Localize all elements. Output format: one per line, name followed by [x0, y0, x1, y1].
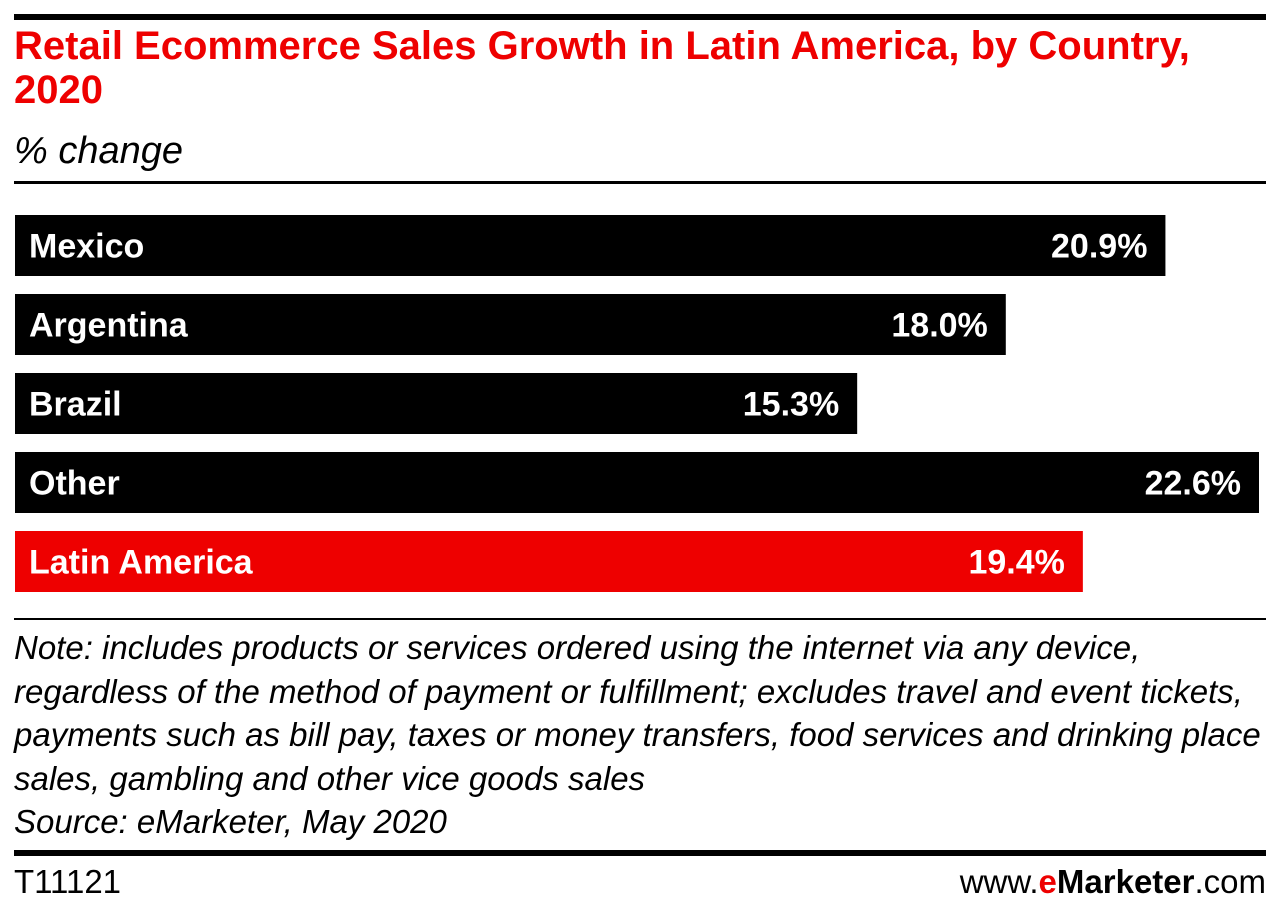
source-text: Source: eMarketer, May 2020	[14, 803, 447, 840]
category-label-mexico: Mexico	[29, 228, 144, 266]
header-rule	[14, 181, 1266, 184]
bar-brazil	[15, 373, 858, 434]
chart-title: Retail Ecommerce Sales Growth in Latin A…	[14, 24, 1190, 112]
brand-prefix: www.	[959, 863, 1039, 900]
chart-code: T11121	[14, 863, 122, 900]
bar-chart: Mexico 20.9% Argentina 18.0% Brazil 15.3% Othe…	[15, 215, 1259, 592]
brand-name: Marketer	[1056, 863, 1195, 900]
brand-logo[interactable]: www.eMarketer.com	[960, 862, 1266, 902]
bar-argentina	[15, 294, 1006, 355]
bar-latin-america	[15, 531, 1083, 592]
note-text: Note: includes products or services orde…	[14, 629, 1261, 797]
top-rule	[14, 14, 1266, 20]
brand-e: e	[1038, 863, 1057, 900]
category-label-brazil: Brazil	[29, 386, 122, 424]
bar-mexico	[15, 215, 1166, 276]
category-label-latin-america: Latin America	[29, 544, 254, 582]
chart-note: Note: includes products or services orde…	[14, 626, 1264, 844]
value-label-brazil: 15.3%	[743, 386, 839, 424]
value-label-other: 22.6%	[1145, 465, 1241, 503]
value-label-latin-america: 19.4%	[968, 544, 1064, 582]
value-label-mexico: 20.9%	[1051, 228, 1147, 266]
brand-suffix: .com	[1194, 863, 1266, 900]
bottom-rule	[14, 850, 1266, 856]
note-rule	[14, 618, 1266, 620]
category-label-other: Other	[29, 465, 120, 503]
chart-subtitle: % change	[14, 130, 184, 172]
value-label-argentina: 18.0%	[891, 307, 987, 345]
bar-other	[15, 452, 1259, 513]
category-label-argentina: Argentina	[29, 307, 189, 345]
